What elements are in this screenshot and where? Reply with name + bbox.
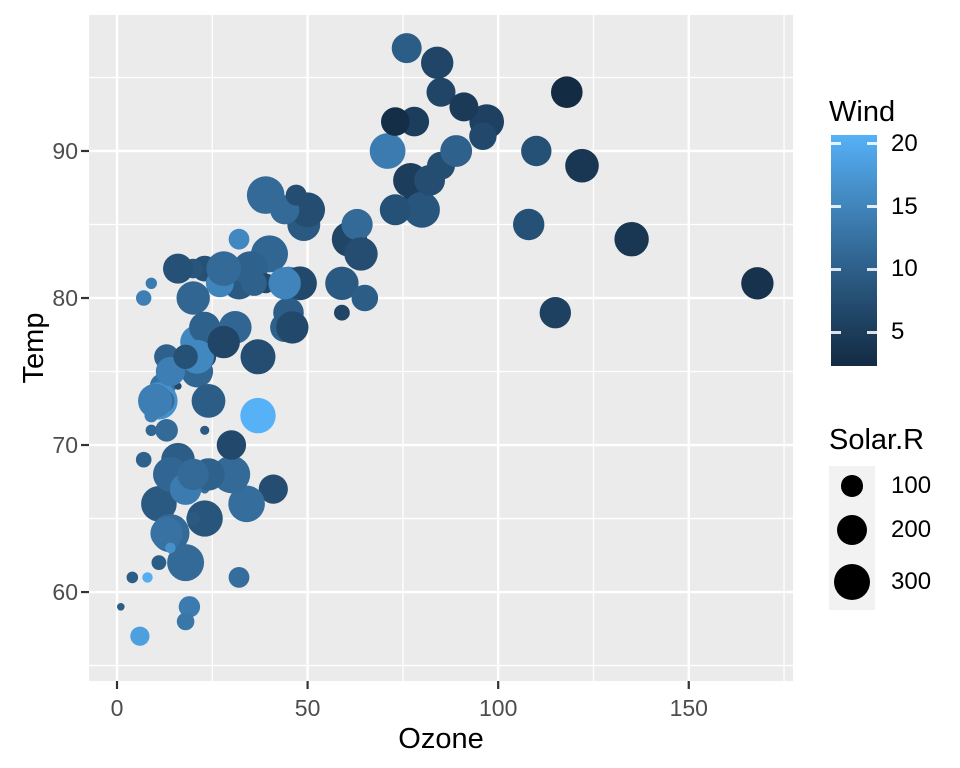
wind-legend-tick-label: 5 [891, 318, 905, 346]
y-axis-title: Temp [18, 312, 50, 384]
wind-legend-tick-label: 10 [891, 255, 918, 283]
data-point [449, 92, 479, 122]
data-point [381, 107, 410, 136]
data-point [421, 46, 454, 79]
solar-legend-circle [837, 515, 867, 545]
data-point [186, 511, 201, 526]
solar-legend-circle [833, 563, 871, 601]
data-point [551, 76, 583, 108]
data-point [117, 603, 125, 611]
solar-legend-label: 200 [891, 516, 932, 543]
solar-legend-key [829, 554, 875, 610]
data-point [163, 253, 193, 284]
data-point [216, 430, 247, 460]
solar-legend-key [829, 466, 875, 506]
data-point [206, 251, 241, 286]
wind-colorbar-tick-mark [831, 330, 841, 334]
data-point [285, 184, 307, 206]
data-point [136, 290, 152, 306]
data-point [268, 267, 301, 300]
wind-colorbar [831, 135, 877, 366]
data-point [565, 148, 599, 183]
data-point [200, 425, 210, 435]
data-point [165, 542, 176, 554]
wind-colorbar-tick-mark [831, 267, 841, 271]
data-point [167, 544, 205, 582]
wind-colorbar-tick-mark [867, 330, 877, 334]
data-point [344, 237, 378, 271]
wind-colorbar-tick-mark [831, 205, 841, 209]
data-point [521, 135, 552, 167]
data-point [176, 612, 195, 631]
data-point [126, 571, 139, 584]
data-point [426, 77, 456, 107]
data-point [325, 266, 359, 300]
solar-legend-key [829, 506, 875, 554]
wind-colorbar-tick-mark [867, 142, 877, 146]
wind-colorbar-tick-mark [831, 142, 841, 146]
data-point [614, 222, 649, 257]
wind-legend-title: Wind [829, 96, 896, 128]
solar-legend-label: 100 [891, 472, 932, 499]
x-tick-label: 100 [478, 695, 518, 721]
data-point [241, 270, 267, 296]
solar-legend-circle [841, 475, 863, 497]
data-point [191, 384, 226, 418]
data-point [151, 555, 167, 570]
data-point [130, 626, 150, 646]
data-point [228, 485, 265, 523]
y-tick-label: 70 [52, 432, 78, 459]
solar-legend-title: Solar.R [829, 424, 925, 456]
data-point [741, 267, 774, 300]
wind-legend-tick-label: 20 [891, 129, 918, 157]
data-point [351, 284, 379, 312]
data-point [513, 208, 545, 241]
data-point [144, 408, 159, 423]
data-point [142, 572, 153, 583]
data-point [539, 297, 571, 329]
y-tick-label: 90 [52, 137, 78, 164]
data-point [138, 383, 173, 418]
solar-legend-label: 300 [891, 568, 932, 595]
data-point [391, 33, 422, 64]
data-point [145, 424, 157, 436]
data-point [135, 451, 152, 468]
data-point [334, 304, 350, 321]
data-point [228, 228, 250, 250]
data-point [341, 208, 373, 241]
data-point [469, 122, 497, 150]
data-point [228, 567, 250, 588]
data-point [150, 517, 183, 550]
data-point [276, 311, 309, 344]
x-tick-label: 50 [294, 695, 321, 721]
wind-legend-tick-label: 15 [891, 192, 918, 220]
x-tick-label: 150 [669, 695, 708, 721]
data-point [379, 194, 411, 226]
data-point [145, 277, 157, 289]
data-point [212, 455, 251, 494]
data-point [240, 339, 276, 375]
x-tick-label: 0 [110, 695, 124, 721]
data-point [177, 458, 209, 491]
wind-colorbar-tick-mark [867, 267, 877, 271]
data-point [240, 397, 276, 434]
data-point [155, 419, 178, 442]
y-tick-label: 60 [52, 579, 78, 606]
data-point [176, 281, 210, 315]
data-point [414, 165, 445, 196]
y-tick-label: 80 [52, 285, 78, 311]
data-point [369, 133, 406, 169]
data-point [258, 474, 288, 504]
data-point [207, 325, 240, 359]
data-point [141, 486, 177, 522]
data-point [440, 135, 473, 167]
data-point [173, 344, 198, 369]
data-point [186, 500, 223, 537]
wind-colorbar-tick-mark [867, 205, 877, 209]
x-axis-title: Ozone [398, 723, 484, 755]
data-point [178, 596, 201, 618]
data-point [403, 191, 440, 228]
